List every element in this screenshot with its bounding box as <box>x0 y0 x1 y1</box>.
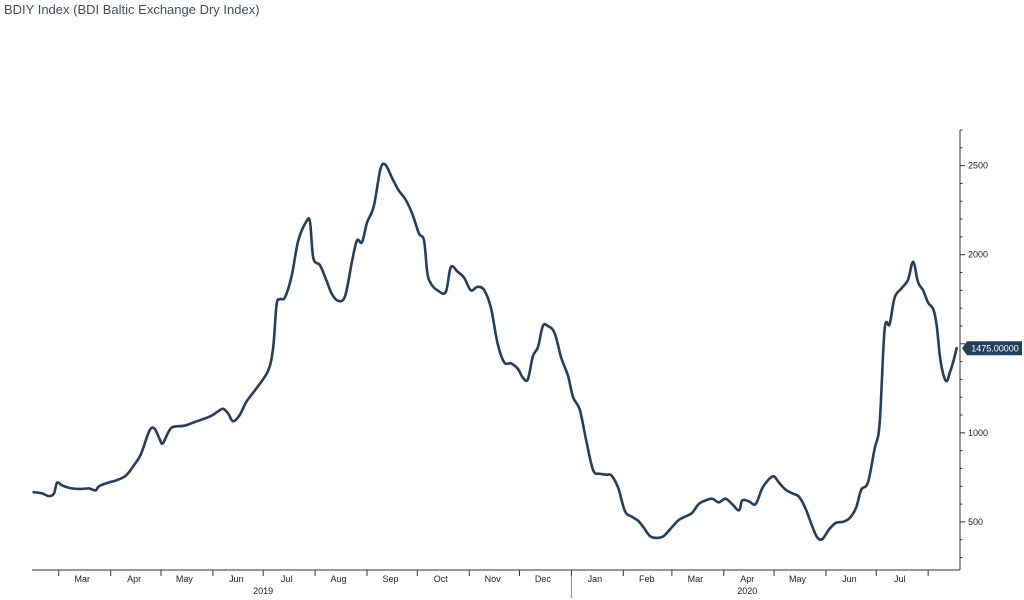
y-tick-label: 2500 <box>968 161 988 171</box>
x-year-label: 2019 <box>253 586 273 596</box>
axes-layer: Mar Apr May Jun Jul Aug Sep Oct Nov Dec Jan Feb Mar A… <box>32 129 988 598</box>
last-value-label: 1475.00000 <box>971 344 1019 354</box>
x-tick-label: Nov <box>485 574 502 584</box>
y-tick-label: 500 <box>968 517 983 527</box>
series-line <box>32 162 958 541</box>
x-tick-label: Apr <box>740 574 754 584</box>
x-tick-label: Mar <box>688 574 704 584</box>
chart-title: BDIY Index (BDI Baltic Exchange Dry Inde… <box>4 2 260 17</box>
x-year-label: 2020 <box>737 586 757 596</box>
x-tick-label: Feb <box>639 574 655 584</box>
x-tick-label: Oct <box>434 574 449 584</box>
label-layer: 1475.00000 <box>962 341 1022 356</box>
x-tick-label: Jan <box>588 574 603 584</box>
y-tick-label: 2000 <box>968 250 988 260</box>
x-tick-label: Jul <box>894 574 906 584</box>
x-tick-label: Sep <box>382 574 398 584</box>
x-tick-label: Jun <box>229 574 244 584</box>
last-value-badge <box>962 341 1022 356</box>
x-tick-label: Jul <box>281 574 293 584</box>
x-tick-label: May <box>176 574 194 584</box>
x-tick-label: Mar <box>75 574 91 584</box>
x-tick-label: Aug <box>331 574 347 584</box>
x-tick-label: Jun <box>842 574 857 584</box>
x-tick-label: Dec <box>535 574 552 584</box>
y-tick-label: 1000 <box>968 428 988 438</box>
series-layer <box>32 162 958 541</box>
x-tick-label: Apr <box>127 574 141 584</box>
x-tick-label: May <box>789 574 807 584</box>
